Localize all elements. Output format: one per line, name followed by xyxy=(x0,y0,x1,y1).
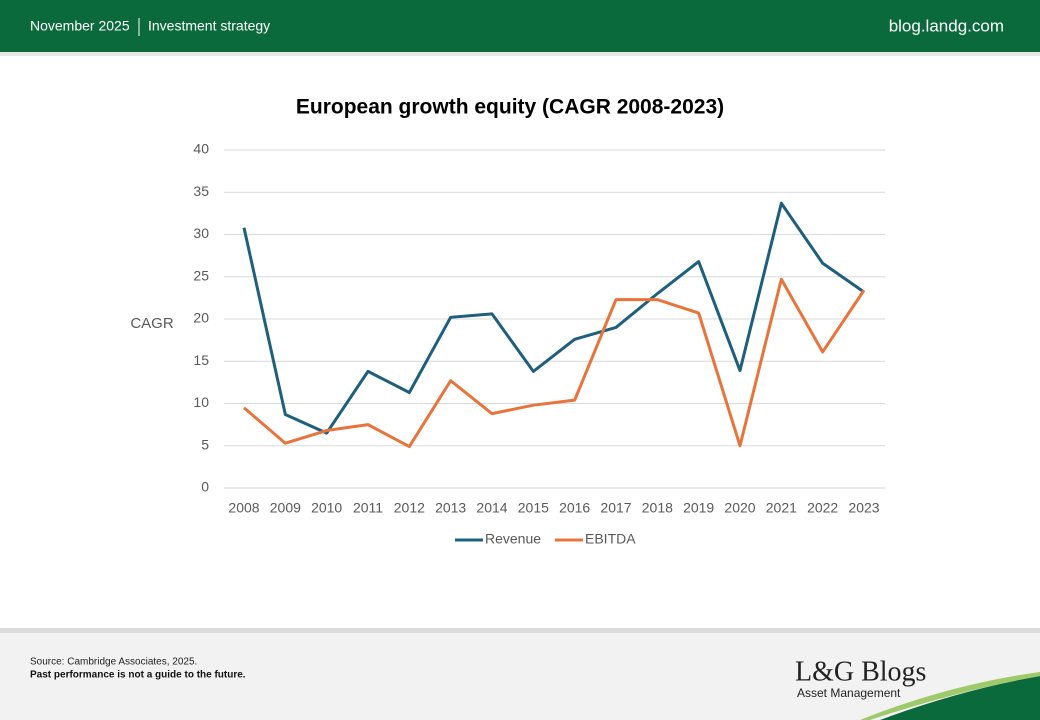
y-tick-label: 0 xyxy=(201,479,209,495)
header-shadow xyxy=(0,52,1040,56)
y-axis-label: CAGR xyxy=(130,315,174,332)
x-tick-label: 2014 xyxy=(476,500,507,516)
legend-label: EBITDA xyxy=(585,531,636,547)
x-tick-label: 2011 xyxy=(353,500,383,516)
x-tick-label: 2010 xyxy=(311,500,342,516)
x-tick-label: 2015 xyxy=(518,500,549,516)
swoosh xyxy=(880,676,1040,720)
x-tick-label: 2017 xyxy=(600,500,631,516)
line xyxy=(243,277,866,449)
y-tick-label: 15 xyxy=(193,352,209,368)
header-site[interactable]: blog.landg.com xyxy=(889,16,1004,35)
y-tick-label: 35 xyxy=(193,183,209,199)
swoosh-accent xyxy=(860,672,1040,720)
x-tick-label: 2009 xyxy=(270,500,301,516)
disclaimer: Past performance is not a guide to the f… xyxy=(30,670,246,681)
legend-label: Revenue xyxy=(485,531,541,547)
y-tick-label: 30 xyxy=(193,225,209,241)
y-tick-label: 10 xyxy=(193,394,209,410)
x-tick-label: 2013 xyxy=(435,500,466,516)
x-tick-label: 2021 xyxy=(766,500,797,516)
x-tick-label: 2020 xyxy=(724,500,755,516)
x-tick-label: 2016 xyxy=(559,500,590,516)
x-tick-label: 2012 xyxy=(394,500,425,516)
footer xyxy=(0,630,1040,720)
y-tick-label: 25 xyxy=(193,267,209,283)
y-tick-label: 20 xyxy=(193,310,209,326)
logo: L&G Blogs xyxy=(795,656,926,687)
footer-border xyxy=(0,628,1040,633)
header-section: Investment strategy xyxy=(148,18,270,34)
line xyxy=(242,201,865,435)
header-bar xyxy=(0,0,1040,52)
x-tick-label: 2018 xyxy=(642,500,673,516)
header-date: November 2025 xyxy=(30,18,130,34)
source: Source: Cambridge Associates, 2025. xyxy=(30,657,197,668)
x-tick-label: 2008 xyxy=(228,500,259,516)
chart-title: European growth equity (CAGR 2008-2023) xyxy=(296,96,724,119)
x-tick-label: 2019 xyxy=(683,500,714,516)
x-tick-label: 2023 xyxy=(848,500,879,516)
logo-subtitle: Asset Management xyxy=(797,686,901,700)
x-tick-label: 2022 xyxy=(807,500,838,516)
y-tick-label: 5 xyxy=(201,436,209,452)
plot: 0 5 10 15 20 25 30 35 40 2008 2009 2010 2011 2012 2013… xyxy=(193,141,885,547)
y-tick-label: 40 xyxy=(193,141,209,157)
